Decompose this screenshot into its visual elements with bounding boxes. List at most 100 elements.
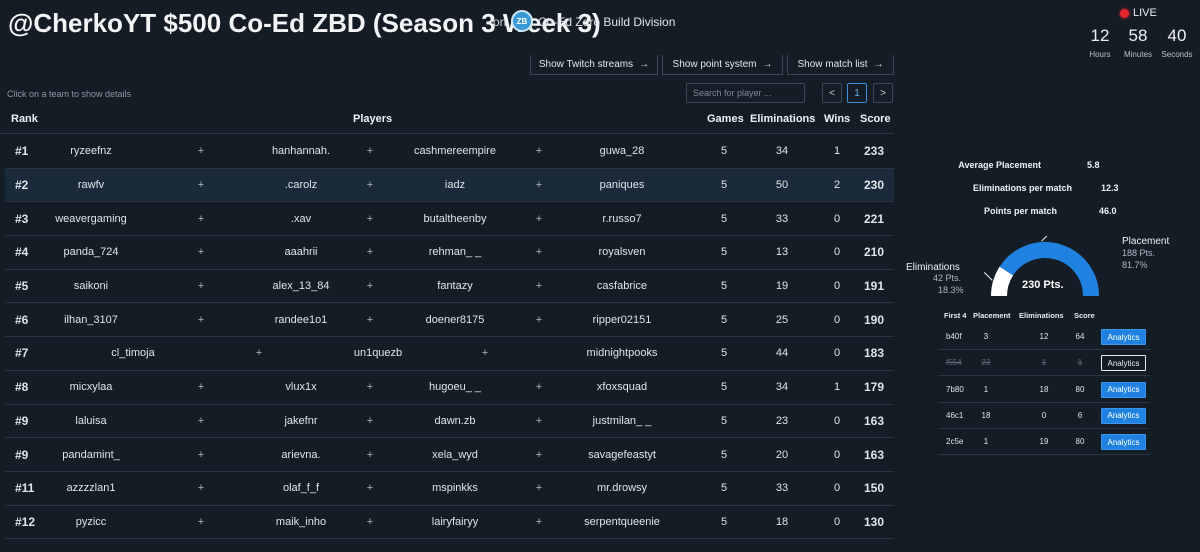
- player-name: cl_timoja: [111, 347, 155, 360]
- player-name: r.russo7: [602, 212, 642, 225]
- match-elims: 0: [1041, 410, 1047, 420]
- wins-header: Wins: [824, 113, 851, 125]
- countdown-seconds: 40 Seconds: [1160, 26, 1194, 59]
- player-separator: +: [197, 515, 205, 528]
- player-name: pyzicc: [75, 515, 107, 528]
- eliminations-cell: 19: [775, 280, 789, 293]
- analytics-button[interactable]: Analytics: [1101, 407, 1146, 424]
- match-code: 46c1: [946, 410, 964, 420]
- table-row[interactable]: #1 ryzeefnz + hanhannah. + cashmereempire + guw…: [5, 135, 894, 169]
- table-row[interactable]: #6 ilhan_3107 + randee1o1 + doener8175 + ripper…: [5, 303, 894, 338]
- match-score: 6: [1077, 410, 1083, 420]
- analytics-button[interactable]: Analytics: [1101, 355, 1146, 372]
- games-cell: 5: [720, 347, 728, 360]
- gauge-placement-label: Placement: [1122, 236, 1170, 247]
- table-row[interactable]: #8 micxylaa + vlux1x + hugoeu_ _ + xfoxsquad 5 34…: [5, 371, 894, 405]
- player-name: fantazy: [437, 280, 473, 293]
- rank-cell: #7: [15, 346, 29, 361]
- eliminations-header: Eliminations: [750, 113, 816, 125]
- player-separator: +: [197, 482, 205, 495]
- score-header: Score: [860, 113, 891, 125]
- arrow-right-icon: →: [762, 59, 773, 70]
- rank-cell: #9: [15, 447, 29, 462]
- show-point-system-button[interactable]: Show point system →: [662, 55, 783, 75]
- match-placement: 1: [983, 437, 989, 447]
- player-name: mspinkks: [432, 482, 478, 495]
- score-cell: 210: [863, 245, 885, 260]
- show-twitch-streams-button[interactable]: Show Twitch streams →: [530, 55, 658, 75]
- player-separator: +: [481, 347, 489, 360]
- avg-placement-label: Average Placement: [958, 160, 1041, 170]
- player-name: iadz: [444, 179, 466, 192]
- table-row[interactable]: #7 cl_timoja + un1quezb + midnightpooks 5 44 0 18…: [5, 337, 894, 371]
- player-name: arievna.: [281, 448, 321, 461]
- avg-placement-value: 5.8: [1087, 160, 1100, 170]
- player-name: midnightpooks: [586, 347, 658, 360]
- player-name: xela_wyd: [432, 448, 478, 461]
- rank-cell: #12: [15, 514, 36, 529]
- games-header: Games: [707, 113, 744, 125]
- analytics-button[interactable]: Analytics: [1101, 434, 1146, 451]
- show-point-system-label: Show point system: [672, 59, 757, 70]
- player-separator: +: [535, 280, 543, 293]
- match-score: 1: [1077, 358, 1083, 368]
- prev-page-button[interactable]: <: [822, 83, 842, 103]
- player-separator: +: [535, 212, 543, 225]
- rank-cell: #2: [15, 178, 29, 193]
- games-cell: 5: [720, 145, 728, 158]
- live-indicator: LIVE: [1120, 7, 1157, 19]
- division-name-link[interactable]: Co-Ed Zero Build Division: [538, 15, 676, 29]
- table-row[interactable]: #11 azzzzlan1 + olaf_f_f + mspinkks + mr.drowsy…: [5, 472, 894, 506]
- match-code: b40f: [946, 332, 962, 341]
- countdown-minutes-value: 58: [1128, 26, 1148, 45]
- player-name: dawn.zb: [434, 414, 476, 427]
- match-score: 64: [1075, 332, 1085, 341]
- player-name: weavergaming: [55, 212, 127, 225]
- player-name: panda_724: [63, 246, 119, 259]
- player-name: royalsven: [598, 246, 646, 259]
- show-match-list-button[interactable]: Show match list →: [787, 55, 894, 75]
- match-placement: 18: [981, 410, 991, 420]
- table-row[interactable]: #3 weavergaming + .xav + butaltheenby + r.russo…: [5, 202, 894, 237]
- player-separator: +: [366, 414, 374, 427]
- next-page-button[interactable]: >: [873, 83, 893, 103]
- table-row[interactable]: #12 pyzicc + maik_inho + lairyfairyy + serpentq…: [5, 506, 894, 540]
- wins-cell: 0: [833, 246, 841, 259]
- player-name: vlux1x: [285, 381, 317, 394]
- player-search-input[interactable]: [686, 83, 805, 103]
- analytics-button[interactable]: Analytics: [1101, 329, 1146, 345]
- table-row[interactable]: #5 saikoni + alex_13_84 + fantazy + casfabrice 5…: [5, 270, 894, 304]
- player-separator: +: [197, 381, 205, 394]
- games-cell: 5: [720, 280, 728, 293]
- gauge-placement-percent: 81.7%: [1122, 260, 1148, 270]
- countdown-minutes: 58 Minutes: [1122, 26, 1154, 59]
- player-separator: +: [535, 448, 543, 461]
- gauge-eliminations-arc: [991, 266, 1014, 297]
- player-name: rehman_ _: [428, 246, 482, 259]
- score-cell: 163: [863, 447, 885, 462]
- player-separator: +: [366, 145, 374, 158]
- on-label: on: [493, 15, 507, 29]
- table-row[interactable]: #9 laluisa + jakefnr + dawn.zb + justmilan_ _ 5 2…: [5, 405, 894, 439]
- table-row[interactable]: #4 panda_724 + aaahrii + rehman_ _ + royalsven 5…: [5, 236, 894, 270]
- player-separator: +: [197, 448, 205, 461]
- eliminations-cell: 33: [775, 212, 789, 225]
- page-1-button[interactable]: 1: [847, 83, 867, 103]
- player-name: azzzzlan1: [66, 482, 116, 495]
- player-name: lairyfairyy: [431, 515, 479, 528]
- match-score: 80: [1075, 384, 1085, 394]
- player-name: .xav: [290, 212, 312, 225]
- player-separator: +: [366, 246, 374, 259]
- analytics-button[interactable]: Analytics: [1101, 381, 1146, 398]
- division-logo-icon[interactable]: ZB: [511, 10, 533, 32]
- player-separator: +: [366, 482, 374, 495]
- match-score-header: Score: [1074, 311, 1095, 320]
- table-row[interactable]: #9 pandamint_ + arievna. + xela_wyd + savagefea…: [5, 438, 894, 472]
- wins-cell: 0: [833, 448, 841, 461]
- score-cell: 183: [863, 346, 885, 361]
- games-cell: 5: [720, 246, 728, 259]
- table-row[interactable]: #2 rawfv + .carolz + iadz + paniques 5 50 2 230: [5, 168, 894, 203]
- player-name: ryzeefnz: [70, 145, 112, 158]
- eliminations-cell: 18: [775, 515, 789, 528]
- live-dot-icon: [1120, 8, 1129, 18]
